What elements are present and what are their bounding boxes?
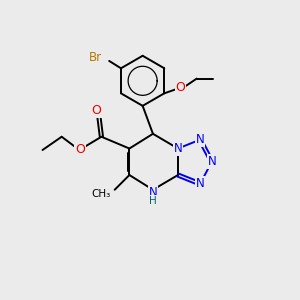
Text: N: N: [196, 177, 204, 190]
Text: CH₃: CH₃: [91, 189, 110, 199]
Text: H: H: [149, 196, 157, 206]
Text: N: N: [148, 186, 157, 199]
Text: N: N: [208, 155, 216, 168]
Text: O: O: [176, 81, 185, 94]
Text: O: O: [91, 104, 101, 117]
Text: N: N: [196, 133, 204, 146]
Text: O: O: [75, 142, 85, 156]
Text: N: N: [174, 142, 182, 155]
Text: Br: Br: [89, 51, 102, 64]
